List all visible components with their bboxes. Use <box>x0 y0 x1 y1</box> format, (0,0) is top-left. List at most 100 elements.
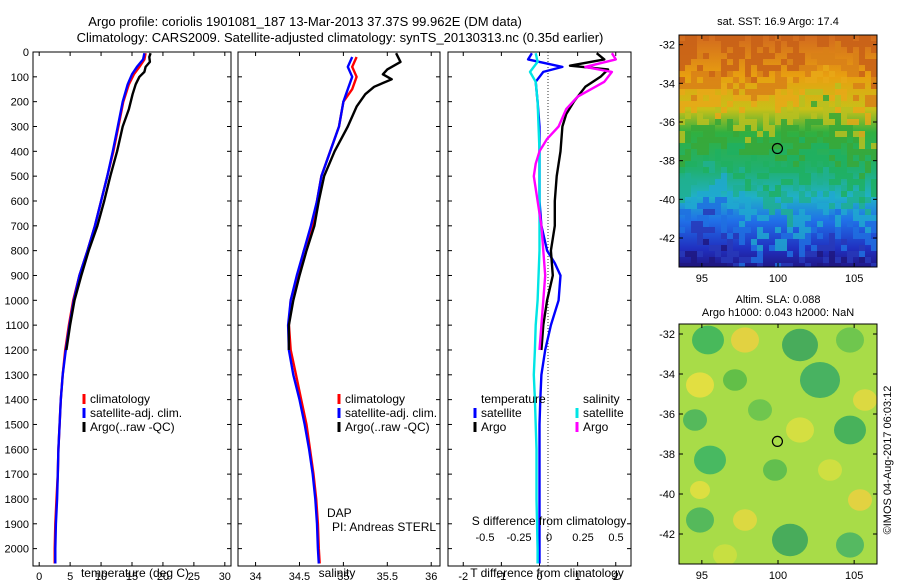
sst-cell <box>679 263 685 267</box>
sst-cell <box>781 131 787 137</box>
sst-cell <box>679 155 685 161</box>
sst-cell <box>847 35 853 41</box>
sst-cell <box>787 263 793 267</box>
sst-cell <box>685 83 691 89</box>
sst-cell <box>679 59 685 65</box>
sst-cell <box>721 41 727 47</box>
sst-cell <box>811 173 817 179</box>
sst-cell <box>733 59 739 65</box>
sst-cell <box>775 107 781 113</box>
sst-cell <box>847 125 853 131</box>
sst-cell <box>865 41 871 47</box>
sst-cell <box>709 191 715 197</box>
sst-cell <box>757 251 763 257</box>
sst-cell <box>703 221 709 227</box>
sst-cell <box>703 263 709 267</box>
sst-cell <box>787 179 793 185</box>
sst-cell <box>847 203 853 209</box>
sst-cell <box>781 35 787 41</box>
sst-cell <box>763 113 769 119</box>
x-tick-label: 36 <box>425 571 437 580</box>
sst-cell <box>739 125 745 131</box>
sst-cell <box>829 113 835 119</box>
sst-cell <box>715 185 721 191</box>
sst-cell <box>751 137 757 143</box>
sst-cell <box>829 149 835 155</box>
sst-cell <box>781 77 787 83</box>
sst-cell <box>865 233 871 239</box>
sst-cell <box>853 191 859 197</box>
sst-cell <box>745 59 751 65</box>
sst-cell <box>721 89 727 95</box>
sst-cell <box>787 167 793 173</box>
sst-cell <box>835 89 841 95</box>
sst-cell <box>757 131 763 137</box>
sst-cell <box>727 257 733 263</box>
map-y-tick-label: -38 <box>659 156 675 168</box>
x-tick-label: 2 <box>613 571 619 580</box>
sst-cell <box>799 65 805 71</box>
sst-cell <box>769 203 775 209</box>
sst-cell <box>805 185 811 191</box>
sst-cell <box>787 215 793 221</box>
sst-cell <box>847 41 853 47</box>
sla-blob <box>748 399 772 421</box>
sla-blob <box>836 327 864 353</box>
sst-cell <box>679 131 685 137</box>
sst-cell <box>739 167 745 173</box>
sst-cell <box>769 245 775 251</box>
sst-cell <box>727 203 733 209</box>
sst-cell <box>805 173 811 179</box>
sst-cell <box>853 71 859 77</box>
sst-cell <box>799 131 805 137</box>
sla-blob <box>692 325 724 355</box>
sst-cell <box>721 197 727 203</box>
sst-cell <box>733 53 739 59</box>
sst-cell <box>745 95 751 101</box>
y-tick-label: 900 <box>11 270 29 282</box>
difference-y-ticks <box>448 51 631 550</box>
sst-cell <box>805 221 811 227</box>
map-y-tick-label: -36 <box>659 117 675 129</box>
sst-cell <box>823 203 829 209</box>
sst-cell <box>865 161 871 167</box>
sst-cell <box>709 167 715 173</box>
sst-cell <box>739 221 745 227</box>
sst-cell <box>835 221 841 227</box>
sst-cell <box>775 239 781 245</box>
sst-cell <box>799 137 805 143</box>
sst-cell <box>817 53 823 59</box>
sst-cell <box>691 257 697 263</box>
sst-cell <box>763 197 769 203</box>
sst-cell <box>715 137 721 143</box>
sst-cell <box>697 65 703 71</box>
sst-cell <box>691 35 697 41</box>
sst-cell <box>799 161 805 167</box>
sst-cell <box>709 137 715 143</box>
sst-cell <box>757 179 763 185</box>
sst-cell <box>841 35 847 41</box>
map-x-tick-label: 105 <box>845 570 863 580</box>
sst-cell <box>691 95 697 101</box>
sla-blob <box>853 389 877 411</box>
sst-cell <box>751 95 757 101</box>
sst-cell <box>757 83 763 89</box>
sst-cell <box>781 239 787 245</box>
sst-cell <box>793 221 799 227</box>
sst-cell <box>715 209 721 215</box>
sst-cell <box>745 77 751 83</box>
sst-cell <box>703 101 709 107</box>
sst-cell <box>775 119 781 125</box>
legend-label: Argo(..raw -QC) <box>345 420 430 434</box>
sst-cell <box>763 191 769 197</box>
sst-cell <box>787 155 793 161</box>
sst-cell <box>841 131 847 137</box>
sst-cell <box>799 209 805 215</box>
sst-cell <box>859 53 865 59</box>
sst-cell <box>757 59 763 65</box>
sst-cell <box>793 179 799 185</box>
sst-cell <box>817 89 823 95</box>
sst-cell <box>763 137 769 143</box>
sst-cell <box>703 53 709 59</box>
